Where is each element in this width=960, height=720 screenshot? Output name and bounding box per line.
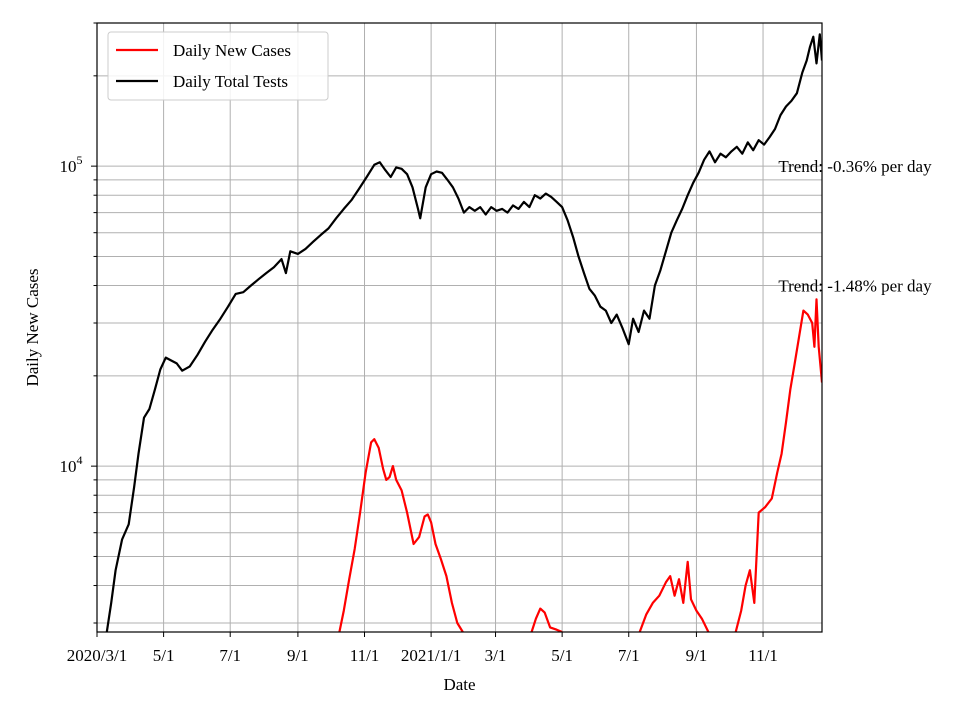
x-tick-label: 7/1: [219, 646, 241, 665]
x-axis: 2020/3/1 5/1 7/1 9/1 11/1 2021/1/1 3/1 5/1 7/1 9/…: [67, 632, 778, 665]
y-tick-base: 10: [60, 457, 77, 476]
series-layer: [105, 33, 822, 632]
x-axis-label: Date: [443, 675, 475, 694]
x-tick-label: 5/1: [153, 646, 175, 665]
series-line-1: [105, 33, 822, 632]
series-line-0: [338, 298, 822, 632]
y-tick-label: 105: [60, 153, 83, 176]
trend-annotation: Trend: -1.48% per day: [778, 277, 932, 296]
x-tick-label: 2020/3/1: [67, 646, 127, 665]
legend-box: [107, 31, 329, 101]
x-tick-label: 11/1: [748, 646, 778, 665]
y-tick-label: 104: [60, 453, 83, 476]
trend-annotation: Trend: -0.36% per day: [778, 157, 932, 176]
x-tick-label: 9/1: [686, 646, 708, 665]
legend-label: Daily New Cases: [173, 41, 291, 60]
x-tick-label: 9/1: [287, 646, 309, 665]
x-tick-label: 2021/1/1: [401, 646, 461, 665]
y-tick-exponent: 4: [77, 453, 83, 467]
grid: [96, 22, 822, 632]
y-axis-label: Daily New Cases: [23, 268, 42, 386]
x-tick-label: 11/1: [350, 646, 380, 665]
annotations: Trend: -0.36% per day Trend: -1.48% per d…: [778, 157, 932, 295]
y-tick-base: 10: [60, 157, 77, 176]
x-tick-label: 5/1: [551, 646, 573, 665]
plot-frame: [96, 22, 823, 633]
legend-label: Daily Total Tests: [173, 72, 288, 91]
legend: Daily New Cases Daily Total Tests: [107, 31, 329, 101]
x-tick-label: 7/1: [618, 646, 640, 665]
x-tick-label: 3/1: [485, 646, 507, 665]
y-tick-exponent: 5: [77, 153, 83, 167]
